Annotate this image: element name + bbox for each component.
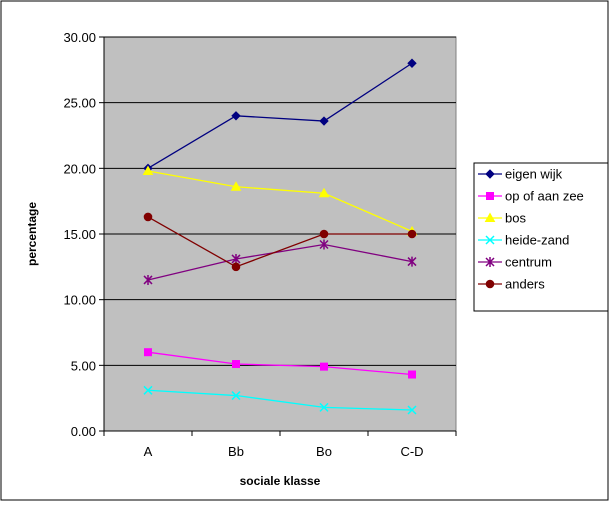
series-line-bos	[147, 170, 413, 232]
x-tick-label: C-D	[400, 444, 423, 459]
legend-label: bos	[505, 211, 526, 226]
x-tick-label: Bb	[228, 444, 244, 459]
series-heide-zand	[143, 385, 417, 415]
x-axis-title: sociale klasse	[240, 474, 321, 488]
legend-marker	[484, 212, 496, 222]
y-tick-label: 30.00	[63, 30, 96, 45]
legend-marker	[485, 257, 495, 267]
legend-label: eigen wijk	[505, 167, 563, 182]
data-point-heide-zand	[231, 391, 241, 401]
x-tick-label: A	[144, 444, 153, 459]
y-tick-label: 10.00	[63, 293, 96, 308]
legend-item-bos: bos	[478, 211, 526, 226]
legend-marker	[486, 192, 494, 200]
series-line-heide-zand	[147, 389, 413, 411]
legend-item-centrum: centrum	[478, 255, 552, 270]
data-point-centrum	[143, 274, 153, 285]
y-tick-label: 0.00	[71, 424, 96, 439]
data-point-op-of-aan-zee	[144, 348, 152, 357]
y-tick-label: 25.00	[63, 96, 96, 111]
data-point-op-of-aan-zee	[320, 362, 328, 371]
series-line-centrum	[147, 243, 413, 281]
data-point-centrum	[407, 256, 417, 267]
axes	[99, 36, 457, 436]
legend-label: op of aan zee	[505, 189, 584, 204]
data-point-heide-zand	[143, 385, 153, 395]
series-anders	[143, 212, 417, 272]
data-point-bos	[230, 181, 242, 191]
legend-marker	[485, 169, 495, 179]
y-tick-label: 20.00	[63, 161, 96, 176]
data-point-heide-zand	[319, 402, 329, 412]
series-line-op-of-aan-zee	[147, 351, 413, 376]
data-point-anders	[143, 212, 153, 222]
data-point-centrum	[231, 253, 241, 264]
data-point-op-of-aan-zee	[232, 360, 240, 369]
data-point-eigen-wijk	[231, 111, 241, 121]
legend-label: centrum	[505, 255, 552, 270]
data-point-centrum	[319, 239, 329, 250]
legend-item-heide-zand: heide-zand	[478, 233, 569, 248]
legend-item-op-of-aan-zee: op of aan zee	[478, 189, 584, 204]
series-line-anders	[147, 216, 412, 268]
x-tick-label: Bo	[316, 444, 332, 459]
data-point-anders	[231, 262, 241, 272]
data-point-anders	[407, 229, 417, 239]
series-centrum	[143, 239, 417, 285]
data-point-bos	[318, 187, 330, 198]
data-point-bos	[142, 165, 154, 175]
y-tick-label: 5.00	[71, 358, 96, 373]
series-layer	[142, 58, 418, 415]
legend-item-anders: anders	[478, 277, 545, 292]
tick-labels: 0.00 5.00 10.00 15.00 20.00 25.00 30.00 A Bb Bo C-…	[63, 30, 423, 459]
legend-label: heide-zand	[505, 233, 569, 248]
legend: eigen wijk op of aan zee bos heide-zand cent…	[478, 167, 584, 292]
y-axis-title: percentage	[25, 202, 39, 266]
y-tick-label: 15.00	[63, 227, 96, 242]
data-point-anders	[319, 229, 329, 239]
data-point-heide-zand	[407, 405, 417, 415]
legend-box	[473, 162, 609, 312]
legend-marker	[485, 235, 495, 245]
series-eigen-wijk	[143, 58, 417, 174]
series-line-eigen-wijk	[147, 62, 413, 169]
data-point-eigen-wijk	[319, 116, 329, 126]
gridlines	[104, 36, 456, 366]
legend-marker	[485, 279, 495, 289]
legend-item-eigen-wijk: eigen wijk	[478, 167, 563, 182]
legend-label: anders	[505, 277, 545, 292]
series-op-of-aan-zee	[144, 348, 416, 379]
data-point-op-of-aan-zee	[408, 370, 416, 379]
data-point-eigen-wijk	[407, 58, 417, 68]
